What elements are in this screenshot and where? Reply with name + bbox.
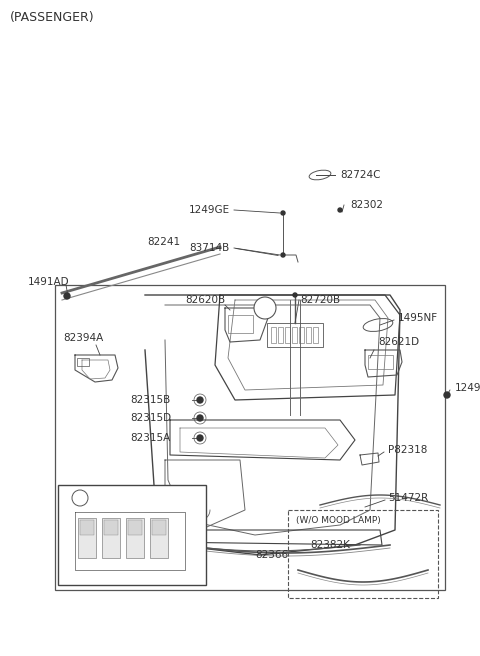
Text: 93575B: 93575B xyxy=(95,493,135,503)
Text: 82621D: 82621D xyxy=(378,337,419,347)
Text: P82318: P82318 xyxy=(388,445,427,455)
Bar xyxy=(271,327,276,343)
Bar xyxy=(292,327,297,343)
Text: a: a xyxy=(262,304,268,312)
Text: 82315B: 82315B xyxy=(130,395,170,405)
Text: (W/O MOOD LAMP): (W/O MOOD LAMP) xyxy=(296,516,381,525)
Text: 82394A: 82394A xyxy=(63,333,103,343)
Bar xyxy=(152,520,166,535)
Circle shape xyxy=(338,208,342,212)
Bar xyxy=(228,315,253,333)
Text: 82241: 82241 xyxy=(147,237,180,247)
Circle shape xyxy=(64,293,70,299)
Bar xyxy=(80,520,94,535)
Text: 82302: 82302 xyxy=(350,200,383,210)
Bar xyxy=(267,323,323,347)
Text: 82366: 82366 xyxy=(255,550,288,560)
Text: 82720B: 82720B xyxy=(300,295,340,305)
Bar xyxy=(128,520,142,535)
Bar xyxy=(368,355,393,369)
Circle shape xyxy=(293,293,297,297)
Bar xyxy=(306,327,311,343)
Text: 83714B: 83714B xyxy=(190,243,230,253)
Bar xyxy=(299,327,304,343)
Text: a: a xyxy=(77,493,83,502)
Text: 82382K: 82382K xyxy=(310,540,350,550)
Text: (PASSENGER): (PASSENGER) xyxy=(10,12,95,24)
Text: 51472R: 51472R xyxy=(388,493,428,503)
Text: 1495NF: 1495NF xyxy=(398,313,438,323)
Text: 82620B: 82620B xyxy=(185,295,225,305)
Circle shape xyxy=(72,490,88,506)
Bar xyxy=(55,285,445,590)
Bar xyxy=(150,518,168,558)
Bar xyxy=(313,327,318,343)
Bar xyxy=(288,510,438,598)
Bar xyxy=(78,518,96,558)
Circle shape xyxy=(281,211,285,215)
Text: 1491AD: 1491AD xyxy=(28,277,70,287)
Bar xyxy=(102,518,120,558)
Bar xyxy=(126,518,144,558)
Bar xyxy=(278,327,283,343)
Text: 82724C: 82724C xyxy=(340,170,381,180)
Circle shape xyxy=(281,253,285,257)
Circle shape xyxy=(197,435,203,441)
Circle shape xyxy=(254,297,276,319)
Circle shape xyxy=(197,397,203,403)
Text: 1249GE: 1249GE xyxy=(189,205,230,215)
Bar xyxy=(104,520,118,535)
Text: 82315A: 82315A xyxy=(130,433,170,443)
Text: 82315D: 82315D xyxy=(130,413,171,423)
Bar xyxy=(77,358,89,366)
Circle shape xyxy=(197,415,203,421)
Text: 1249GE: 1249GE xyxy=(455,383,480,393)
Bar xyxy=(285,327,290,343)
Bar xyxy=(58,485,206,585)
Circle shape xyxy=(444,392,450,398)
